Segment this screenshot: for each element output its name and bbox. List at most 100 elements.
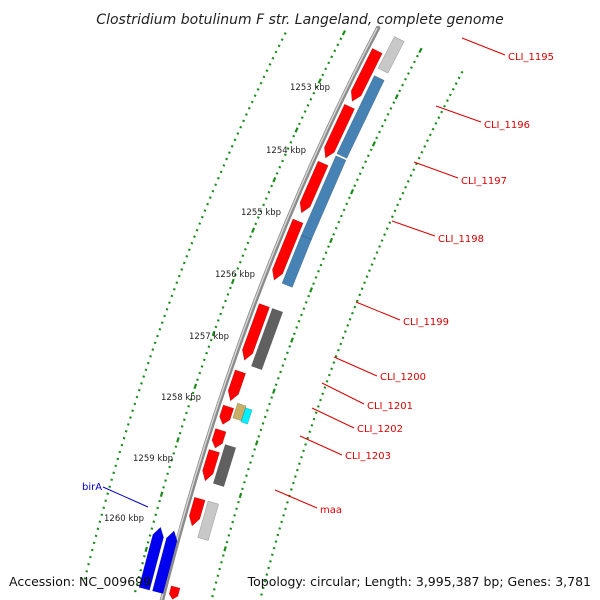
tick-row-inner-left <box>267 190 271 194</box>
tick-row-outer-left <box>172 288 176 291</box>
scale-labels: 1253 kbp 1254 kbp 1255 kbp 1256 kbp 1257… <box>104 83 330 524</box>
tick-row-inner-right <box>369 148 373 152</box>
leader-line-0 <box>461 37 506 56</box>
map-title: Clostridium botulinum F str. Langeland, … <box>96 12 503 28</box>
tick-row-outer-right <box>393 209 397 213</box>
gene-label-CLI_1198[interactable]: CLI_1198 <box>438 234 484 245</box>
tick-row-inner-left <box>187 405 191 408</box>
tick-row-inner-right <box>358 172 362 176</box>
tick-row-inner-left <box>303 110 307 113</box>
tick-row-inner-right <box>350 189 355 195</box>
tick-row-outer-right <box>321 392 325 396</box>
gene-label-maa[interactable]: maa <box>320 505 342 516</box>
tick-row-outer-left <box>98 520 102 524</box>
accession-text: Accession: NC_009699 <box>9 574 151 589</box>
tick-row-inner-left <box>168 465 171 469</box>
tick-row-outer-right <box>325 379 329 383</box>
tick-row-outer-right <box>270 553 274 556</box>
leader-line-1 <box>435 105 482 123</box>
tick-row-outer-right <box>348 317 352 321</box>
tick-row-inner-right <box>401 83 405 87</box>
tick-row-outer-right <box>341 336 345 340</box>
tick-row-inner-right <box>322 257 325 261</box>
tick-row-inner-right <box>245 474 248 477</box>
tick-row-outer-left <box>262 75 266 79</box>
tick-row-outer-right <box>294 475 297 478</box>
tick-row-inner-right <box>279 370 282 374</box>
tick-row-inner-left <box>214 325 218 329</box>
tick-row-inner-right <box>212 588 216 591</box>
tick-row-outer-right <box>412 168 416 172</box>
tick-row-outer-left <box>170 294 174 298</box>
tick-row-inner-left <box>312 91 316 95</box>
tick-row-inner-left <box>159 491 164 497</box>
gene-label-CLI_1195[interactable]: CLI_1195 <box>508 52 554 63</box>
tick-row-outer-left <box>104 499 108 502</box>
gene-label-CLI_1202[interactable]: CLI_1202 <box>357 424 403 435</box>
tick-row-inner-left <box>246 241 250 245</box>
tick-row-outer-left <box>131 409 134 412</box>
tick-row-inner-left <box>315 85 319 89</box>
leader-line-4 <box>355 301 401 321</box>
scale-label-1259: 1259 kbp <box>133 454 173 464</box>
tick-row-inner-right <box>300 313 303 317</box>
gene-label-CLI_1197[interactable]: CLI_1197 <box>461 176 507 187</box>
gene-label-CLI_1201[interactable]: CLI_1201 <box>367 401 413 412</box>
tick-row-inner-right <box>268 402 271 406</box>
tick-row-inner-left <box>236 267 240 270</box>
tick-row-inner-left <box>152 520 156 523</box>
tick-row-inner-left <box>164 479 167 482</box>
tick-row-outer-left <box>242 119 245 123</box>
tick-row-outer-left <box>135 395 139 399</box>
tick-row-inner-right <box>413 60 416 64</box>
tick-row-inner-right <box>398 89 402 93</box>
tick-row-outer-left <box>151 348 155 351</box>
gene-label-CLI_1200[interactable]: CLI_1200 <box>380 372 426 383</box>
tick-row-inner-right <box>231 520 235 524</box>
tick-row-outer-right <box>383 233 387 236</box>
tick-row-outer-left <box>165 307 169 311</box>
tick-row-outer-left <box>195 228 199 232</box>
leader-line-3 <box>391 220 436 237</box>
tick-row-outer-right <box>451 87 455 91</box>
tick-row-inner-left <box>256 216 260 219</box>
tick-row-inner-right <box>216 574 220 578</box>
tick-row-inner-right <box>221 554 225 557</box>
tick-row-outer-right <box>280 520 283 524</box>
tick-row-inner-right <box>334 226 338 230</box>
tick-row-inner-right <box>263 415 267 419</box>
tick-row-inner-left <box>200 365 204 368</box>
tick-row-outer-left <box>190 241 194 245</box>
tick-row-outer-right <box>323 386 327 389</box>
tick-row-outer-left <box>211 189 215 193</box>
tick-row-outer-right <box>263 579 267 583</box>
gene-label-CLI_1199[interactable]: CLI_1199 <box>403 317 449 328</box>
gene-label-CLI_1196[interactable]: CLI_1196 <box>484 120 530 131</box>
tick-row-outer-left <box>144 368 148 372</box>
tick-row-outer-right <box>343 330 347 333</box>
tick-row-outer-left <box>268 63 272 66</box>
gene-label-CLI_1203[interactable]: CLI_1203 <box>345 451 391 462</box>
tick-row-outer-right <box>426 139 429 143</box>
gene-label-birA[interactable]: birA <box>82 482 102 493</box>
tick-row-inner-left <box>275 172 279 175</box>
tick-row-inner-right <box>418 47 423 54</box>
tick-row-outer-left <box>96 527 100 531</box>
tick-row-inner-right <box>229 527 233 530</box>
tick-row-inner-right <box>307 294 311 298</box>
tick-row-outer-left <box>185 254 189 258</box>
tick-row-inner-left <box>162 486 165 489</box>
tick-row-outer-left <box>175 281 179 285</box>
tick-row-inner-left <box>219 312 223 316</box>
tick-row-inner-right <box>361 166 365 170</box>
tick-row-inner-right <box>389 107 393 110</box>
tick-row-inner-right <box>416 54 419 58</box>
tick-row-outer-right <box>274 540 278 543</box>
tick-row-outer-right <box>298 462 301 465</box>
tick-row-outer-right <box>440 110 444 114</box>
tick-row-outer-left <box>230 144 234 148</box>
tick-row-inner-left <box>341 30 347 36</box>
tick-row-inner-left <box>158 499 161 503</box>
tick-row-inner-right <box>241 487 244 491</box>
